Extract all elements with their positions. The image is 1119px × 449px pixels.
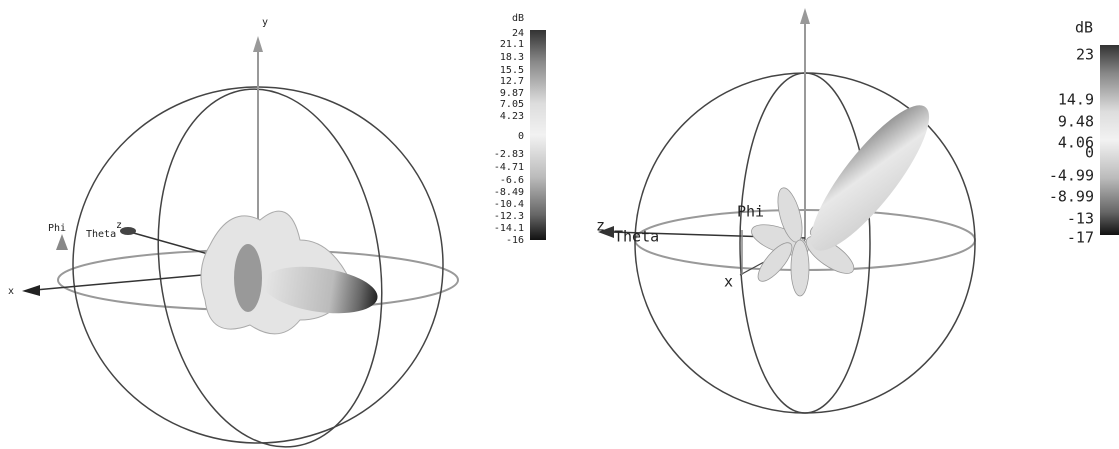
colorbar-tick-label: 24 [512, 28, 524, 39]
colorbar [1100, 45, 1119, 235]
colorbar-tick-label: 18.3 [500, 52, 524, 63]
colorbar-tick-label: 0 [1085, 144, 1094, 162]
colorbar-tick-label: 15.5 [500, 65, 524, 76]
page: {"panels": [ {"axes": {"y": "y", "phi": … [0, 0, 1119, 449]
axis-y: y [262, 17, 268, 28]
colorbar-unit: dB [1075, 19, 1093, 37]
axis-theta: Theta [86, 229, 116, 240]
colorbar-unit: dB [512, 13, 524, 24]
axis-x: x [8, 286, 14, 297]
colorbar [530, 30, 546, 240]
axis-z: z [596, 217, 605, 235]
axis-z: z [116, 220, 122, 231]
screenshot: y Phi Theta z x dB 2421.1 18.3 15.512.79.8… [0, 0, 1119, 449]
colorbar-tick-label: -8.99 [1049, 188, 1094, 206]
axis-x: x [724, 273, 733, 291]
axis-phi: Phi [48, 223, 66, 234]
colorbar-tick-label: 9.87 [500, 88, 524, 99]
colorbar-tick-label: -10.4 [494, 199, 524, 210]
colorbar-tick-label: -14.1 [494, 223, 524, 234]
axis-phi: Phi [737, 203, 764, 221]
colorbar-tick-label: -8.49 [494, 187, 524, 198]
colorbar-tick-label: 9.48 [1058, 113, 1094, 131]
colorbar-tick-label: -17 [1067, 229, 1094, 247]
colorbar-tick-label: 21.1 [500, 39, 524, 50]
colorbar-tick-label: 0 [518, 131, 524, 142]
colorbar-tick-label: 4.23 [500, 111, 524, 122]
axis-theta: Theta [614, 228, 659, 246]
colorbar-tick-label: -2.83 [494, 149, 524, 160]
colorbar-tick-label: -4.71 [494, 162, 524, 173]
colorbar-tick-label: 23 [1076, 46, 1094, 64]
colorbar-tick-label: -12.3 [494, 211, 524, 222]
colorbar-tick-label: -6.6 [500, 175, 524, 186]
colorbar-tick-label: -16 [506, 235, 524, 246]
pattern-left [22, 36, 458, 449]
colorbar-tick-label: 7.05 [500, 99, 524, 110]
pattern-right [598, 8, 975, 413]
colorbar-tick-label: 14.9 [1058, 91, 1094, 109]
colorbar-tick-label: 12.7 [500, 76, 524, 87]
colorbar-tick-label: -13 [1067, 210, 1094, 228]
colorbar-tick-label: -4.99 [1049, 167, 1094, 185]
